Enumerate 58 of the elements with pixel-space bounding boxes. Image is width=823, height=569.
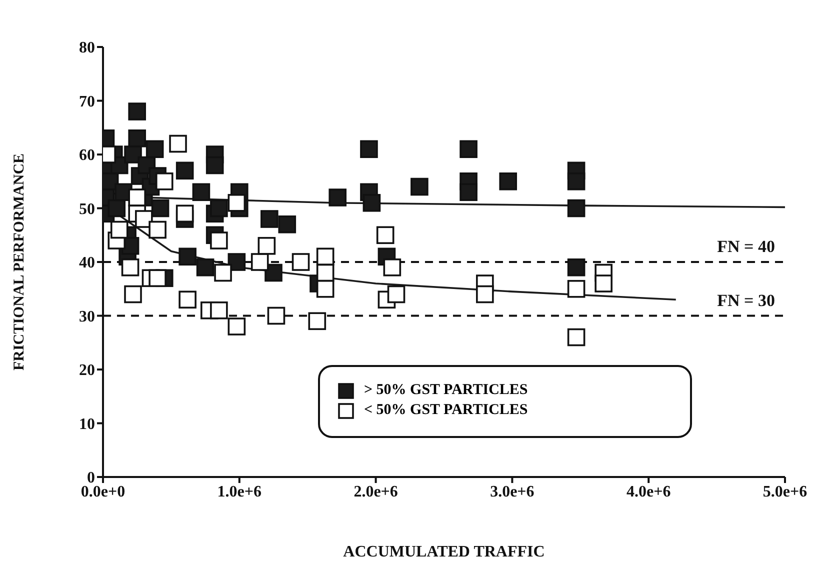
point [151,199,170,218]
x-tick-label: 2.0e+6 [354,483,398,500]
point [176,204,194,223]
y-tick-label: 20 [79,362,95,380]
x-tick-label: 1.0e+6 [217,483,262,500]
point [146,140,164,158]
point [206,156,224,174]
point [228,194,246,212]
point [360,140,378,158]
point [567,199,586,218]
point [260,210,278,228]
y-tick-label: 10 [79,416,95,433]
y-tick-label: 80 [79,40,95,57]
point [567,258,586,276]
y-axis-title: FRICTIONAL PERFORMANCE [11,153,28,371]
point [567,172,586,190]
point [192,183,210,202]
point [178,248,196,266]
point [228,253,246,271]
x-axis-title: ACCUMULATED TRAFFIC [343,543,545,560]
point [267,306,286,325]
point [567,280,586,298]
y-tick-label: 60 [79,147,95,164]
point [155,172,174,190]
point [210,232,228,250]
x-tick-label: 4.0e+6 [626,483,671,500]
point [410,178,428,196]
point [121,258,140,276]
y-tick-label: 50 [79,200,95,218]
legend-label: < 50% GST PARTICLES [364,402,528,419]
point [210,199,228,218]
point [176,162,194,180]
point [128,102,146,120]
x-tick-label: 3.0e+6 [490,483,534,500]
point [460,140,478,158]
y-tick-label: 30 [79,308,95,326]
y-tick-label: 40 [79,254,95,272]
ref-line-label: FN = 30 [717,290,775,310]
point [387,285,406,304]
point [308,312,326,330]
point [316,280,334,298]
legend-label: > 50% GST PARTICLES [364,382,528,399]
point [128,129,146,148]
point [196,258,214,276]
point [460,183,478,202]
point [328,188,347,206]
point [278,215,296,234]
ref-line-label: FN = 40 [717,237,775,256]
point [148,269,166,288]
point [362,194,381,212]
x-tick-label: 5.0e+6 [762,483,808,500]
point [110,220,128,239]
point [108,199,126,218]
point [499,172,518,190]
point [264,264,282,282]
point [383,258,402,276]
point [128,188,146,206]
y-tick-label: 70 [79,93,95,110]
